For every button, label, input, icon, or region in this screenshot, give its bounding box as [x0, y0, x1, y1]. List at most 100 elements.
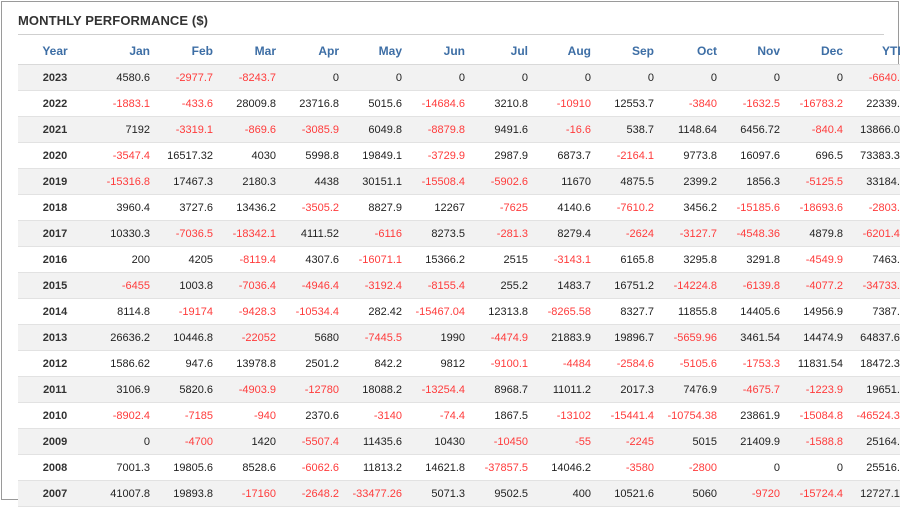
month-value-cell: -1223.9 — [785, 376, 848, 403]
month-value-cell: 11435.6 — [344, 428, 407, 455]
month-value-cell: -12780 — [281, 376, 344, 403]
month-value-cell: 8327.7 — [596, 298, 659, 325]
table-row: 2015 -6455 1003.8 -7036.4 -4946.4 -3192.4 -815… — [18, 272, 900, 299]
month-value-cell: 15366.2 — [407, 246, 470, 273]
month-value-cell: -5902.6 — [470, 168, 533, 195]
table-row: 2012 1586.62 947.6 13978.8 2501.2 842.2 9812 -9… — [18, 350, 900, 377]
ytd-cell: 33184.4 — [848, 168, 900, 195]
month-value-cell: 30151.1 — [344, 168, 407, 195]
month-value-cell: 28009.8 — [218, 90, 281, 117]
month-value-cell: 10430 — [407, 428, 470, 455]
panel-title: MONTHLY PERFORMANCE ($) — [18, 13, 209, 28]
month-value-cell: 14474.9 — [785, 324, 848, 351]
month-value-cell: 3210.8 — [470, 90, 533, 117]
month-value-cell: 696.5 — [785, 142, 848, 169]
month-value-cell: 9502.5 — [470, 480, 533, 507]
month-value-cell: -4484 — [533, 350, 596, 377]
month-value-cell: 4140.6 — [533, 194, 596, 221]
month-value-cell: -10534.4 — [281, 298, 344, 325]
month-value-cell: -4946.4 — [281, 272, 344, 299]
month-value-cell: 12313.8 — [470, 298, 533, 325]
month-value-cell: 19805.6 — [155, 454, 218, 481]
month-value-cell: 6873.7 — [533, 142, 596, 169]
year-cell: 2008 — [18, 454, 92, 481]
month-value-cell: -840.4 — [785, 116, 848, 143]
table-row: 2011 3106.9 5820.6 -4903.9 -12780 18088.2 -132… — [18, 376, 900, 403]
month-value-cell: 18088.2 — [344, 376, 407, 403]
month-value-cell: -9720 — [722, 480, 785, 507]
month-value-cell: -7185 — [155, 402, 218, 429]
table-row: 2016 200 4205 -8119.4 4307.6 -16071.1 15366.2 2… — [18, 246, 900, 273]
month-value-cell: 5071.3 — [407, 480, 470, 507]
month-value-cell: 1420 — [218, 428, 281, 455]
month-value-cell: 21409.9 — [722, 428, 785, 455]
month-value-cell: -19174 — [155, 298, 218, 325]
month-value-cell: 2180.3 — [218, 168, 281, 195]
month-value-cell: -4700 — [155, 428, 218, 455]
month-value-cell: 16517.32 — [155, 142, 218, 169]
month-value-cell: 10521.6 — [596, 480, 659, 507]
month-value-cell: 4307.6 — [281, 246, 344, 273]
year-cell: 2011 — [18, 376, 92, 403]
month-value-cell: 4580.6 — [92, 64, 155, 91]
ytd-cell: 18472.36 — [848, 350, 900, 377]
year-cell: 2021 — [18, 116, 92, 143]
month-value-cell: 7192 — [92, 116, 155, 143]
column-header-oct: Oct — [659, 38, 722, 65]
month-value-cell: 0 — [344, 64, 407, 91]
ytd-cell: 12727.14 — [848, 480, 900, 507]
month-value-cell: 1148.64 — [659, 116, 722, 143]
year-cell: 2015 — [18, 272, 92, 299]
month-value-cell: 1867.5 — [470, 402, 533, 429]
month-value-cell: 8279.4 — [533, 220, 596, 247]
month-value-cell: -940 — [218, 402, 281, 429]
year-cell: 2022 — [18, 90, 92, 117]
year-cell: 2012 — [18, 350, 92, 377]
month-value-cell: 23716.8 — [281, 90, 344, 117]
month-value-cell: -7445.5 — [344, 324, 407, 351]
month-value-cell: 0 — [596, 64, 659, 91]
column-header-jun: Jun — [407, 38, 470, 65]
month-value-cell: 13978.8 — [218, 350, 281, 377]
month-value-cell: 282.42 — [344, 298, 407, 325]
month-value-cell: -8155.4 — [407, 272, 470, 299]
month-value-cell: -3729.9 — [407, 142, 470, 169]
month-value-cell: 2501.2 — [281, 350, 344, 377]
table-row: 2020 -3547.4 16517.32 4030 5998.8 19849.1 -372… — [18, 142, 900, 169]
month-value-cell: 5998.8 — [281, 142, 344, 169]
table-row: 2008 7001.3 19805.6 8528.6 -6062.6 11813.2 146… — [18, 454, 900, 481]
month-value-cell: -7610.2 — [596, 194, 659, 221]
month-value-cell: -10450 — [470, 428, 533, 455]
month-value-cell: -18693.6 — [785, 194, 848, 221]
month-value-cell: -15316.8 — [92, 168, 155, 195]
column-header-year: Year — [18, 38, 92, 65]
column-header-jan: Jan — [92, 38, 155, 65]
month-value-cell: -18342.1 — [218, 220, 281, 247]
table-row: 2014 8114.8 -19174 -9428.3 -10534.4 282.42 -15… — [18, 298, 900, 325]
table-row: 2007 41007.8 19893.8 -17160 -2648.2 -33477.26… — [18, 480, 900, 507]
month-value-cell: 17467.3 — [155, 168, 218, 195]
month-value-cell: -1753.3 — [722, 350, 785, 377]
month-value-cell: -3580 — [596, 454, 659, 481]
month-value-cell: -3840 — [659, 90, 722, 117]
month-value-cell: 16751.2 — [596, 272, 659, 299]
month-value-cell: -433.6 — [155, 90, 218, 117]
month-value-cell: -1588.8 — [785, 428, 848, 455]
ytd-cell: 19651.9 — [848, 376, 900, 403]
month-value-cell: -2584.6 — [596, 350, 659, 377]
month-value-cell: -9428.3 — [218, 298, 281, 325]
month-value-cell: 14405.6 — [722, 298, 785, 325]
month-value-cell: 8273.5 — [407, 220, 470, 247]
table-row: 2010 -8902.4 -7185 -940 2370.6 -3140 -74.4 1867… — [18, 402, 900, 429]
month-value-cell: -15508.4 — [407, 168, 470, 195]
month-value-cell: -15185.6 — [722, 194, 785, 221]
month-value-cell: 0 — [281, 64, 344, 91]
column-header-dec: Dec — [785, 38, 848, 65]
month-value-cell: -4675.7 — [722, 376, 785, 403]
table-row: 2019 -15316.8 17467.3 2180.3 4438 30151.1 -155… — [18, 168, 900, 195]
month-value-cell: -6116 — [344, 220, 407, 247]
month-value-cell: -2800 — [659, 454, 722, 481]
performance-table: Year Jan Feb Mar Apr May Jun Jul Aug Sep Oct Nov Dec… — [18, 38, 900, 507]
month-value-cell: -3143.1 — [533, 246, 596, 273]
